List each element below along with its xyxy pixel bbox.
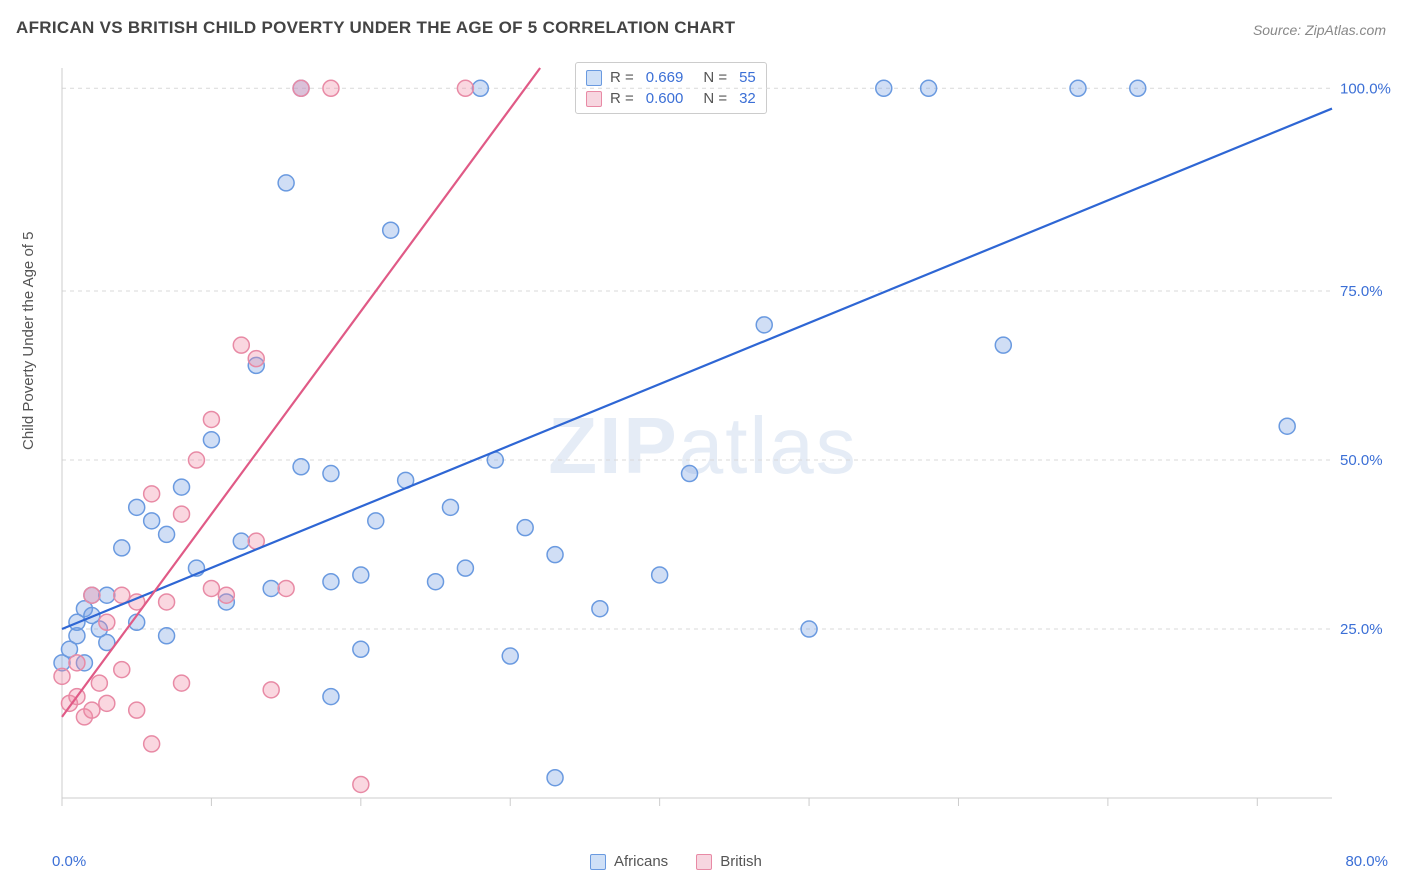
- svg-text:100.0%: 100.0%: [1340, 80, 1391, 97]
- swatch-british: [696, 854, 712, 870]
- swatch-africans: [590, 854, 606, 870]
- legend-label-british: British: [720, 853, 762, 870]
- x-axis-max-label: 80.0%: [1345, 853, 1388, 870]
- svg-text:75.0%: 75.0%: [1340, 283, 1383, 300]
- source-name: ZipAtlas.com: [1305, 22, 1386, 38]
- source-label: Source:: [1253, 22, 1305, 38]
- svg-text:50.0%: 50.0%: [1340, 452, 1383, 469]
- legend-item-british: British: [696, 853, 762, 870]
- svg-text:25.0%: 25.0%: [1340, 621, 1383, 638]
- chart-title: AFRICAN VS BRITISH CHILD POVERTY UNDER T…: [16, 18, 735, 38]
- x-axis-min-label: 0.0%: [52, 853, 86, 870]
- chart-frame: AFRICAN VS BRITISH CHILD POVERTY UNDER T…: [0, 0, 1406, 892]
- legend-item-africans: Africans: [590, 853, 668, 870]
- legend-label-africans: Africans: [614, 853, 668, 870]
- scatter-svg: 25.0% 50.0% 75.0% 100.0%: [52, 58, 1392, 828]
- y-axis-label: Child Poverty Under the Age of 5: [20, 232, 37, 450]
- plot-area: 25.0% 50.0% 75.0% 100.0%: [52, 58, 1392, 828]
- series-legend: Africans British: [590, 853, 762, 870]
- source-credit: Source: ZipAtlas.com: [1253, 22, 1386, 38]
